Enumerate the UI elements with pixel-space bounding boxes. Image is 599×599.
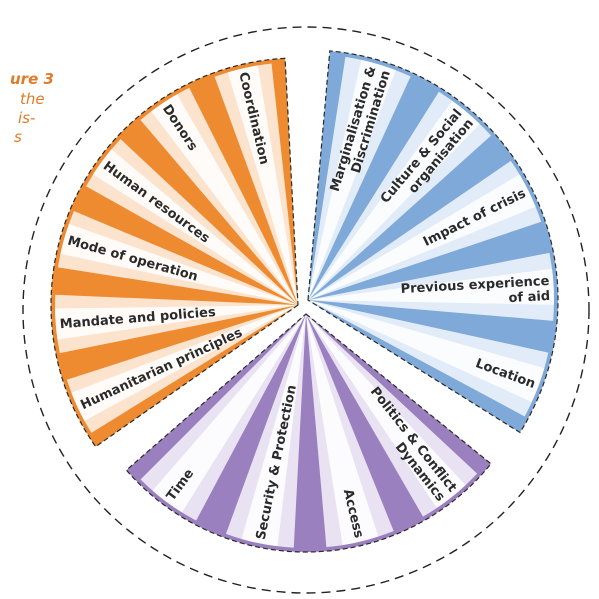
purple-segment-fill [225, 314, 306, 548]
figure-caption-title: ure 3 [10, 70, 54, 88]
orange-segment-highlight [71, 305, 299, 421]
orange-segment-fill [57, 211, 298, 305]
figure-caption-line: s [14, 128, 22, 146]
orange-segment-highlight [60, 223, 299, 305]
blue-segment-highlight [308, 300, 545, 403]
blue-segment-highlight [308, 268, 554, 305]
purple-segment-highlight [306, 314, 379, 546]
purple-sector: Politics & ConflictDynamicsAccessSecurit… [125, 313, 492, 553]
blue-segment-fill [308, 56, 411, 300]
purple-sector-base [126, 314, 491, 552]
figure-caption-line: the [20, 90, 45, 108]
blue-segment-highlight [308, 59, 396, 300]
purple-segment-fill [306, 314, 394, 548]
blue-segment-highlight [308, 100, 480, 300]
blue-segment-fill [308, 160, 542, 300]
orange-segment-highlight [55, 305, 298, 340]
blue-segment-highlight [308, 174, 536, 300]
outer-dashed-ring [22, 26, 590, 594]
purple-sector-outline [125, 313, 492, 553]
orange-segment-highlight [227, 65, 298, 305]
orange-segment-highlight [151, 94, 298, 305]
orange-segment-fill [66, 305, 298, 433]
orange-segment-highlight [93, 149, 298, 305]
figure-caption-line: is- [18, 109, 36, 127]
orange-segment-fill [214, 63, 298, 306]
blue-sector-outline [307, 50, 559, 434]
purple-segment-highlight [241, 314, 306, 547]
blue-segment-fill [308, 300, 549, 417]
blue-segment-label: Previous experienceof aid [400, 274, 551, 312]
segment-label-line: of aid [508, 289, 550, 306]
purple-segment-highlight [152, 314, 306, 513]
purple-segment-highlight [306, 314, 466, 508]
